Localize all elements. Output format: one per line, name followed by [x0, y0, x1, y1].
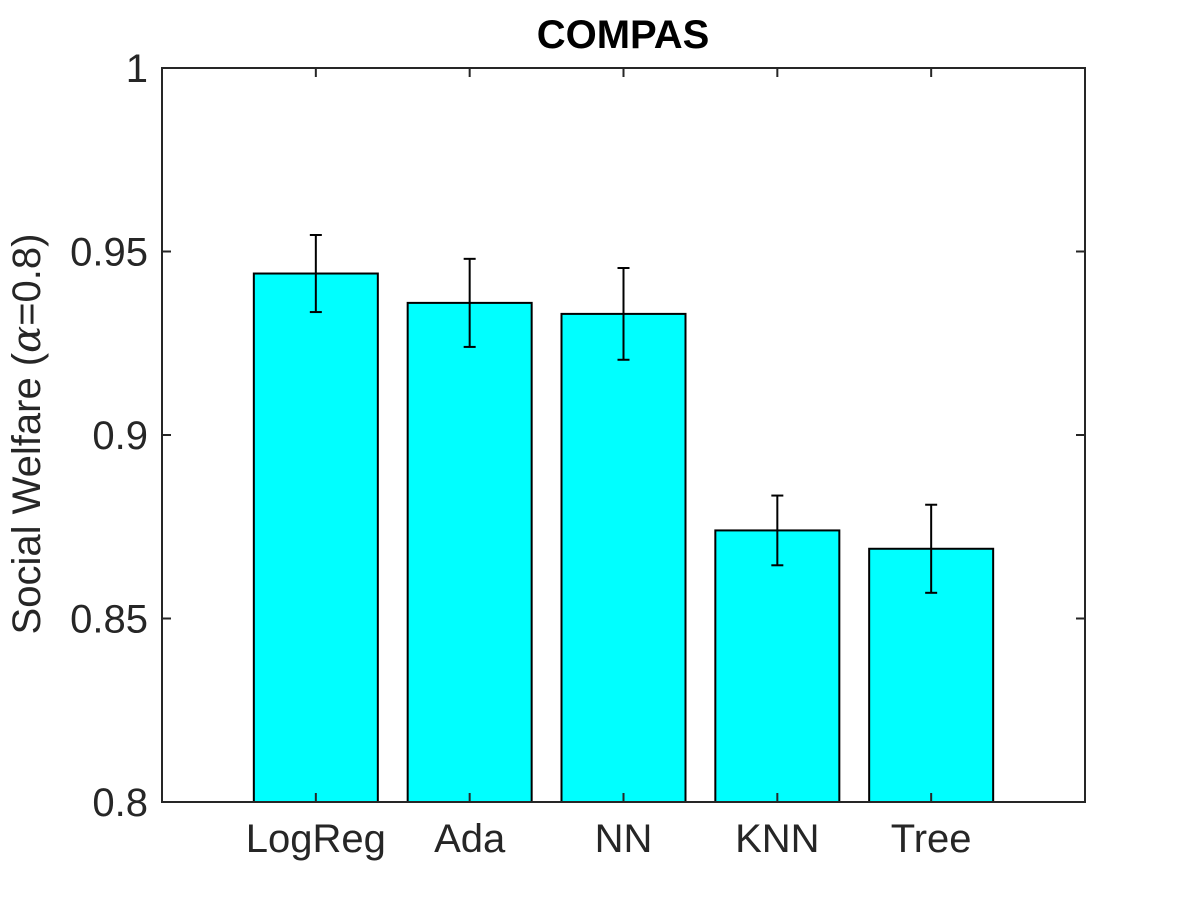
y-tick-label: 0.8 [92, 781, 148, 825]
y-tick-label: 0.9 [92, 414, 148, 458]
bar-logreg [252, 272, 379, 803]
y-tick-label: 1 [126, 47, 148, 91]
x-tick-label: LogReg [246, 817, 386, 861]
plot-area: 0.8 0.85 0.9 0.95 1 LogReg Ada NN KNN Tree [70, 47, 1086, 861]
bar-nn [560, 312, 687, 803]
y-tick-label: 0.85 [70, 598, 148, 642]
bar-ada [406, 301, 533, 803]
x-tick-label: KNN [735, 817, 819, 861]
y-axis-label-alpha: α [4, 326, 50, 353]
y-axis-label-suffix: =0.8) [5, 234, 49, 326]
error-bar-ada [463, 257, 476, 348]
error-bar-logreg [309, 233, 322, 314]
y-axis-label-prefix: Social Welfare ( [5, 352, 49, 634]
error-bar-knn [771, 494, 784, 567]
error-bar-tree [925, 503, 938, 594]
bar-knn [714, 529, 841, 803]
x-tick-label: NN [595, 817, 653, 861]
error-bar-nn [617, 267, 630, 361]
x-tick-label: Ada [434, 817, 506, 861]
x-tick-label: Tree [891, 817, 972, 861]
y-axis-label: Social Welfare (α=0.8) [4, 234, 50, 635]
y-tick-label: 0.95 [70, 231, 148, 275]
chart-title: COMPAS [537, 13, 710, 57]
